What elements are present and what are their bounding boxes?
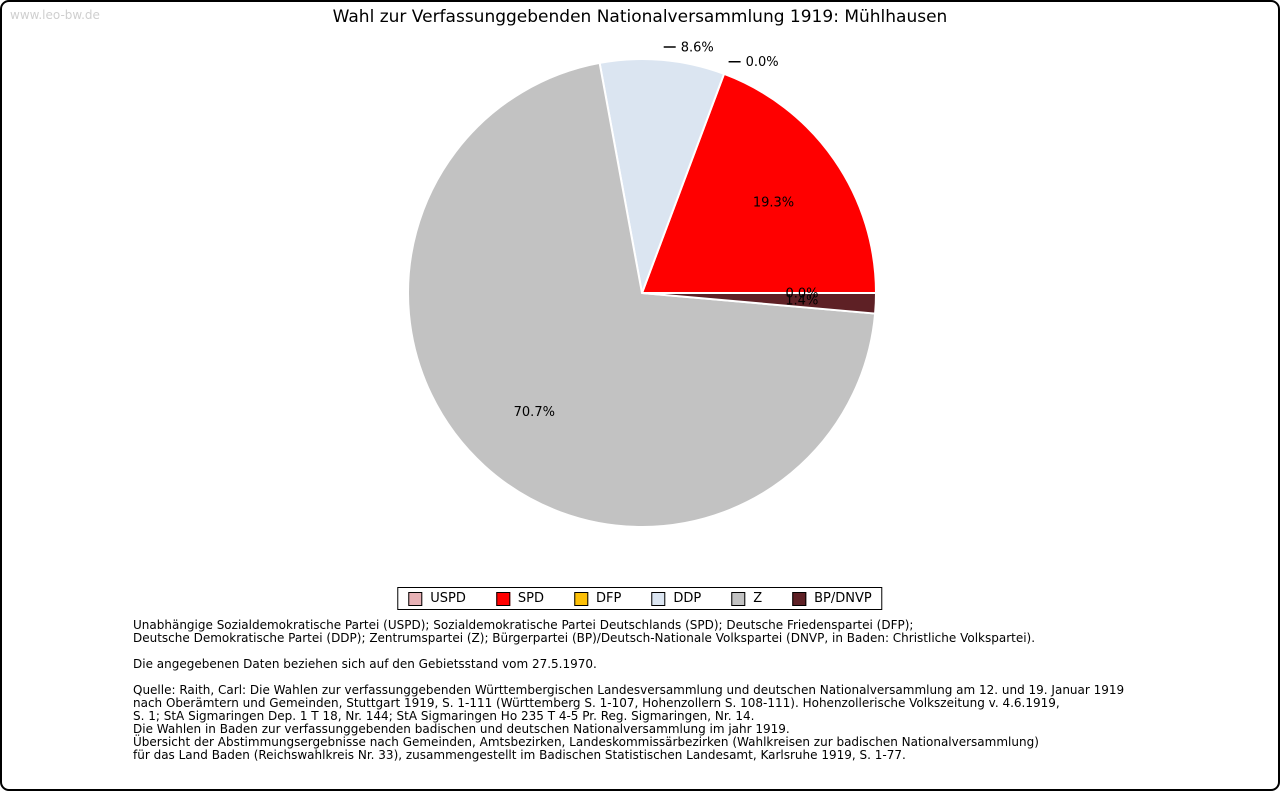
footnote-quelle: Quelle: Raith, Carl: Die Wahlen zur verf… <box>133 684 1124 762</box>
legend-label: DDP <box>673 591 702 606</box>
footnote-line: Deutsche Demokratische Partei (DDP); Zen… <box>133 631 1036 645</box>
footnote-line: Quelle: Raith, Carl: Die Wahlen zur verf… <box>133 683 1125 697</box>
footnote-parties: Unabhängige Sozialdemokratische Partei (… <box>133 619 1124 645</box>
pie-slice-z <box>407 61 877 528</box>
legend-swatch <box>408 591 423 606</box>
watermark: www.leo-bw.de <box>10 8 100 22</box>
legend-item-ddp: DDP <box>651 591 701 606</box>
pie-slice-ddp <box>598 58 726 294</box>
legend-label: Z <box>753 591 763 606</box>
legend-item-bp-dnvp: BP/DNVP <box>792 591 872 606</box>
legend-label: SPD <box>517 591 545 606</box>
legend-item-dfp: DFP <box>574 591 621 606</box>
slice-label-z: 70.7% <box>514 405 555 420</box>
slice-label-dfp: 0.0% <box>785 287 818 302</box>
legend-item-spd: SPD <box>495 591 545 606</box>
legend: USPD SPD DFP DDP Z BP/DNVP <box>397 587 883 610</box>
footnote-line: Übersicht der Abstimmungsergebnisse nach… <box>133 735 1039 749</box>
pie-chart: 19.3%0.0%8.6%70.7%1.4%0.0% <box>407 41 878 528</box>
legend-swatch <box>731 591 746 606</box>
pie-slice-spd <box>641 72 877 294</box>
footnote-line: S. 1; StA Sigmaringen Dep. 1 T 18, Nr. 1… <box>133 709 755 723</box>
slice-label-bp-dnvp: 1.4% <box>785 294 818 309</box>
legend-label: DFP <box>596 591 622 606</box>
legend-label: BP/DNVP <box>814 591 872 606</box>
footnote-line: Unabhängige Sozialdemokratische Partei (… <box>133 618 914 632</box>
slice-label-uspd: 0.0% <box>746 55 779 70</box>
legend-item-uspd: USPD <box>408 591 466 606</box>
slice-label-ddp: 8.6% <box>681 41 714 56</box>
legend-swatch <box>651 591 666 606</box>
legend-swatch <box>574 591 589 606</box>
pie-slice-bp-dnvp <box>641 292 878 315</box>
legend-item-z: Z <box>731 591 762 606</box>
legend-label: USPD <box>430 591 466 606</box>
footnote-line: für das Land Baden (Reichswahlkreis Nr. … <box>133 748 906 762</box>
legend-swatch <box>792 591 807 606</box>
legend-swatch <box>495 591 510 606</box>
footnote-gebietsstand: Die angegebenen Daten beziehen sich auf … <box>133 658 1124 671</box>
footnotes: Unabhängige Sozialdemokratische Partei (… <box>133 619 1124 775</box>
footnote-line: Die angegebenen Daten beziehen sich auf … <box>133 657 597 671</box>
footnote-line: nach Oberämtern und Gemeinden, Stuttgart… <box>133 696 1060 710</box>
chart-title: Wahl zur Verfassunggebenden Nationalvers… <box>332 7 948 27</box>
footnote-line: Die Wahlen in Baden zur verfassunggebend… <box>133 722 790 736</box>
slice-label-spd: 19.3% <box>753 195 794 210</box>
